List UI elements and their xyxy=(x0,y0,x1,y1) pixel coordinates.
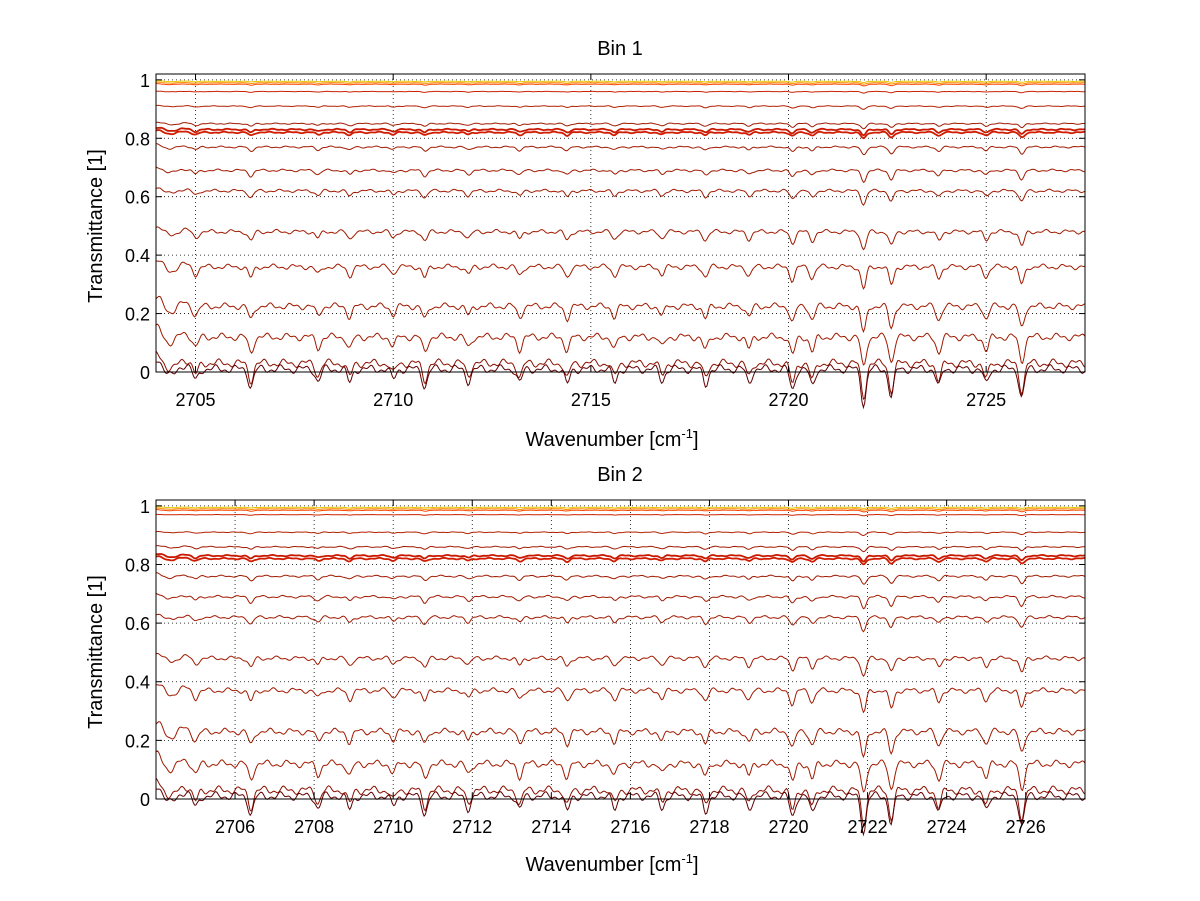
bin1-ytick-label: 1 xyxy=(140,71,150,91)
bin1-ytick-label: 0.2 xyxy=(125,305,150,325)
bin2-xtick-label: 2706 xyxy=(215,817,255,837)
bin1-xlabel-end: ] xyxy=(693,429,699,451)
bin1-ytick-label: 0.6 xyxy=(125,188,150,208)
bin1-series-line xyxy=(155,260,1086,290)
bin1-series-line xyxy=(155,295,1086,334)
bin1-series-line xyxy=(155,81,1085,85)
bin2-series-line xyxy=(155,684,1086,714)
bin2-xtick-label: 2720 xyxy=(768,817,808,837)
bin1-series-line xyxy=(156,126,1086,137)
bin1-xtick-label: 2710 xyxy=(373,390,413,410)
bin2-yticks: 0 0.2 0.4 0.6 0.8 1 xyxy=(125,497,1085,810)
bin1-series-line xyxy=(155,129,1086,140)
bin2-series-line xyxy=(155,652,1086,677)
bin2-series-line xyxy=(155,721,1086,759)
bin1-ytick-label: 0 xyxy=(140,363,150,383)
bin1-series-line xyxy=(155,350,1086,401)
bin2-series-line xyxy=(156,509,1086,513)
bin1-panel: Bin 1 2705 2710 2715 2720 2725 0 0.2 0.4 0.6 0.8… xyxy=(85,38,1086,451)
bin1-series-line xyxy=(155,121,1086,130)
bin2-axes-box xyxy=(155,499,1086,800)
bin2-axes xyxy=(155,499,1086,800)
bin2-series-line xyxy=(155,777,1086,828)
bin1-series-line xyxy=(156,90,1085,94)
bin2-series-line xyxy=(155,531,1086,537)
bin2-xlabel: Wavenumber [cm-1] xyxy=(525,851,698,876)
bin2-series-line xyxy=(155,750,1086,793)
bin2-xtick-label: 2712 xyxy=(452,817,492,837)
bin1-xtick-label: 2720 xyxy=(768,390,808,410)
bin1-series-line xyxy=(155,104,1086,110)
bin1-xlabel-text: Wavenumber [cm xyxy=(525,429,681,451)
bin1-title: Bin 1 xyxy=(597,38,643,60)
bin2-grid xyxy=(156,500,1085,799)
bin1-series-line xyxy=(155,323,1086,366)
bin2-series-line xyxy=(155,507,1086,511)
bin2-xtick-label: 2714 xyxy=(531,817,571,837)
bin2-xticks: 2706 2708 2710 2712 2714 2716 2718 2720 2722 2724… xyxy=(215,500,1046,837)
bin2-xtick-label: 2716 xyxy=(610,817,650,837)
bin2-ytick-label: 0.8 xyxy=(125,555,150,575)
bin2-xtick-label: 2718 xyxy=(689,817,729,837)
bin1-xtick-label: 2725 xyxy=(966,390,1006,410)
bin1-axes xyxy=(155,73,1086,373)
bin1-xlabel: Wavenumber [cm-1] xyxy=(525,426,698,451)
bin1-xticks: 2705 2710 2715 2720 2725 xyxy=(176,74,1006,410)
bin2-series xyxy=(155,506,1086,837)
bin2-xlabel-sup: -1 xyxy=(681,851,693,866)
bin2-ytick-label: 0.4 xyxy=(125,673,150,693)
bin1-series-line xyxy=(156,143,1086,156)
bin2-ylabel: Transmittance [1] xyxy=(85,575,107,729)
bin2-xlabel-end: ] xyxy=(693,854,699,876)
bin1-ytick-label: 0.4 xyxy=(125,246,150,266)
bin1-grid xyxy=(156,74,1085,372)
bin1-series-line xyxy=(155,226,1086,251)
bin2-ytick-label: 0 xyxy=(140,790,150,810)
bin1-series-line xyxy=(155,83,1086,87)
bin1-series xyxy=(155,80,1086,410)
bin2-ytick-label: 0.2 xyxy=(125,731,150,751)
bin2-xtick-label: 2726 xyxy=(1006,817,1046,837)
bin1-xtick-label: 2715 xyxy=(571,390,611,410)
bin2-xtick-label: 2708 xyxy=(294,817,334,837)
bin1-series-line xyxy=(155,187,1086,207)
bin2-xtick-label: 2722 xyxy=(848,817,888,837)
bin2-panel: Bin 2 2706 2708 2710 2712 2714 2716 2718 2720 27… xyxy=(85,464,1086,876)
bin1-axes-box xyxy=(155,73,1086,373)
bin2-series-line xyxy=(155,555,1086,566)
bin2-xtick-label: 2710 xyxy=(373,817,413,837)
bin1-series-line xyxy=(155,166,1086,183)
bin1-xtick-label: 2705 xyxy=(176,390,216,410)
bin2-series-line xyxy=(155,613,1086,633)
bin1-series-line xyxy=(155,80,1086,84)
bin2-ytick-label: 0.6 xyxy=(125,614,150,634)
bin2-series-line xyxy=(156,513,1085,517)
bin2-series-line xyxy=(156,572,1086,585)
bin1-xlabel-sup: -1 xyxy=(681,426,693,441)
bin2-title: Bin 2 xyxy=(597,464,643,486)
bin2-xtick-label: 2724 xyxy=(927,817,967,837)
bin1-ytick-label: 0.8 xyxy=(125,129,150,149)
bin2-series-line xyxy=(156,506,1086,510)
bin1-yticks: 0 0.2 0.4 0.6 0.8 1 xyxy=(125,71,1085,383)
bin2-series-line xyxy=(155,553,1086,563)
bin2-ytick-label: 1 xyxy=(140,497,150,517)
bin2-series-line xyxy=(156,545,1085,553)
bin1-ylabel: Transmittance [1] xyxy=(85,149,107,303)
bin2-xlabel-text: Wavenumber [cm xyxy=(525,854,681,876)
bin2-series-line xyxy=(155,592,1086,610)
